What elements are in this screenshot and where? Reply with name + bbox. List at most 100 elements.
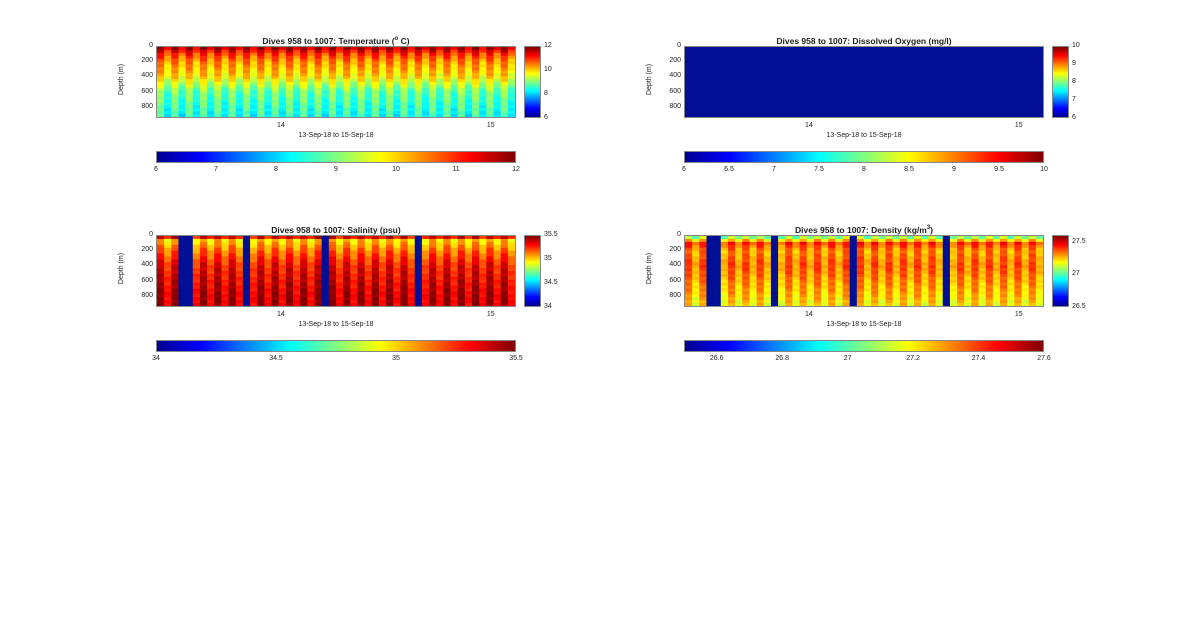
heatmap-cell: [457, 271, 466, 275]
heatmap-cell: [207, 84, 215, 89]
heatmap-cell: [692, 70, 700, 74]
heatmap-cell: [257, 291, 265, 295]
heatmap-cell: [464, 288, 473, 292]
heatmap-cell: [378, 52, 387, 57]
heatmap-cell: [479, 93, 487, 98]
heatmap-cell: [300, 288, 308, 292]
heatmap-cell: [1007, 291, 1015, 295]
heatmap-cell: [935, 67, 944, 71]
heatmap-cell: [479, 247, 487, 252]
heatmap-cell: [899, 90, 908, 95]
heatmap-cell: [978, 102, 987, 106]
heatmap-cell: [878, 291, 886, 295]
heatmap-cell: [486, 262, 495, 266]
heatmap-cell: [250, 244, 258, 249]
heatmap-cell: [828, 87, 836, 92]
heatmap-plot: [684, 235, 1044, 307]
heatmap-cell: [785, 273, 793, 278]
heatmap-cell: [949, 294, 958, 298]
heatmap-cell: [699, 102, 707, 106]
heatmap-cell: [806, 79, 815, 83]
heatmap-cell: [885, 111, 894, 115]
heatmap-cell: [421, 297, 430, 301]
heatmap-cell: [914, 259, 922, 263]
heatmap-cell: [278, 61, 287, 65]
heatmap-cell: [785, 114, 793, 117]
heatmap-cell: [914, 52, 922, 57]
heatmap-cell: [235, 273, 244, 278]
heatmap-cell: [464, 238, 473, 243]
heatmap-cell: [407, 49, 416, 54]
heatmap-cell: [300, 79, 308, 83]
heatmap-cell: [957, 303, 965, 306]
heatmap-cell: [821, 285, 829, 289]
heatmap-cell: [756, 300, 765, 304]
heatmap-cell: [314, 271, 323, 275]
heatmap-cell: [507, 256, 515, 260]
heatmap-cell: [164, 236, 172, 240]
heatmap-cell: [949, 76, 958, 80]
heatmap-cell: [207, 238, 215, 243]
heatmap-cell: [957, 282, 965, 287]
y-axis-label: Depth (m): [646, 63, 654, 96]
heatmap-cell: [436, 111, 444, 115]
heatmap-cell: [164, 61, 172, 65]
heatmap-cell: [300, 49, 308, 54]
heatmap-cell: [706, 256, 715, 260]
heatmap-cell: [443, 291, 452, 295]
heatmap-cell: [421, 282, 430, 287]
heatmap-cell: [1000, 99, 1008, 103]
heatmap-cell: [770, 49, 779, 54]
heatmap-cell: [278, 276, 287, 281]
heatmap-cell: [706, 297, 715, 301]
heatmap-cell: [1014, 268, 1023, 272]
heatmap-cell: [472, 73, 480, 77]
heatmap-cell: [228, 73, 237, 77]
heatmap-cell: [763, 61, 772, 65]
heatmap-cell: [949, 64, 958, 68]
heatmap-cell: [792, 52, 801, 57]
heatmap-cell: [443, 244, 452, 249]
heatmap-cell: [421, 262, 430, 266]
heatmap-cell: [685, 256, 693, 260]
heatmap-cell: [763, 49, 772, 54]
heatmap-cell: [221, 82, 230, 86]
heatmap-cell: [178, 82, 187, 86]
heatmap-cell: [742, 52, 750, 57]
heatmap-cell: [842, 268, 851, 272]
heatmap-cell: [199, 114, 208, 117]
heatmap-cell: [971, 84, 980, 89]
heatmap-cell: [207, 256, 215, 260]
heatmap-cell: [486, 300, 495, 304]
heatmap-cell: [436, 253, 444, 257]
heatmap-cell: [464, 82, 473, 86]
heatmap-cell: [328, 247, 337, 252]
heatmap-cell: [985, 297, 994, 301]
heatmap-cell: [720, 259, 729, 263]
heatmap-cell: [835, 102, 844, 106]
heatmap-cell: [414, 70, 423, 74]
heatmap-cell: [336, 52, 344, 57]
heatmap-cell: [864, 102, 872, 106]
heatmap-cell: [706, 111, 715, 115]
heatmap-cell: [864, 111, 872, 115]
heatmap-cell: [228, 58, 237, 63]
heatmap-cell: [892, 276, 901, 281]
heatmap-cell: [828, 93, 836, 98]
heatmap-cell: [157, 253, 165, 257]
heatmap-cell: [770, 282, 779, 287]
heatmap-cell: [921, 241, 929, 246]
heatmap-cell: [235, 236, 244, 240]
heatmap-cell: [971, 93, 980, 98]
heatmap-cell: [293, 84, 301, 89]
heatmap-cell: [300, 61, 308, 65]
heatmap-cell: [978, 73, 987, 77]
heatmap-cell: [314, 84, 323, 89]
heatmap-cell: [828, 271, 836, 275]
heatmap-cell: [713, 300, 722, 304]
heatmap-cell: [978, 96, 987, 100]
heatmap-cell: [992, 253, 1001, 257]
heatmap-cell: [271, 114, 280, 117]
heatmap-cell: [1014, 99, 1023, 103]
panel-title-sup: 3: [926, 225, 931, 232]
